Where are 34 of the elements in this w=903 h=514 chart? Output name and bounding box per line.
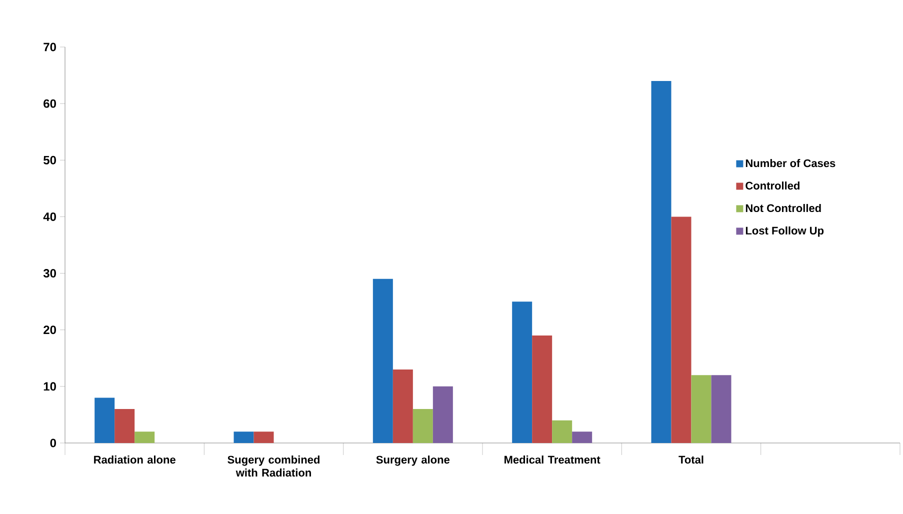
bar [691, 375, 712, 443]
bar [412, 409, 433, 443]
bar [651, 80, 672, 443]
bar [392, 369, 413, 443]
bar [94, 398, 115, 443]
bar [114, 409, 135, 443]
bar [512, 302, 532, 443]
bar [532, 336, 552, 443]
bar [254, 432, 274, 443]
x-tick-label: Radiation alone [94, 456, 176, 464]
bar [552, 420, 572, 443]
y-tick-label: 0 [50, 438, 56, 448]
bar [432, 386, 453, 443]
y-tick-label: 40 [43, 212, 56, 221]
y-tick-label: 50 [44, 156, 56, 164]
y-tick-label: 10 [44, 382, 56, 391]
bar [711, 375, 732, 443]
legend-label: Number of Cases [746, 159, 836, 168]
bar [134, 432, 155, 443]
legend-label: Controlled [746, 182, 800, 190]
y-tick-label: 30 [43, 269, 56, 278]
y-tick-label: 60 [44, 99, 56, 108]
y-tick-label: 20 [44, 326, 56, 334]
bar [572, 432, 592, 443]
legend-label: Not Controlled [746, 204, 821, 212]
bar [671, 216, 692, 443]
x-tick-label: Sugery combined with Radiation [228, 456, 320, 477]
x-tick-label: Surgery alone [376, 456, 450, 466]
legend-label: Lost Follow Up [746, 226, 824, 237]
y-tick-label: 70 [44, 42, 56, 52]
x-tick-label: Total [678, 456, 704, 464]
bar [234, 432, 254, 443]
bar [372, 278, 393, 443]
x-tick-label: Medical Treatment [504, 456, 600, 464]
